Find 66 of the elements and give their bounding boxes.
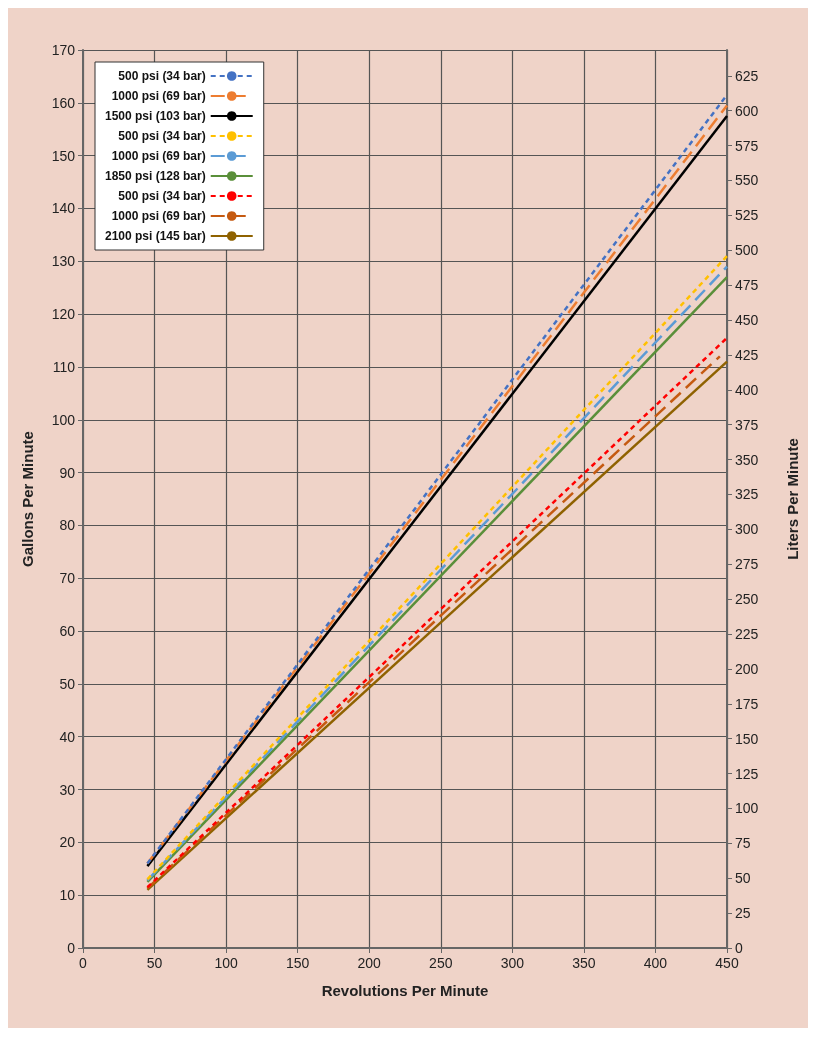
x-tick-label: 100 [214,955,238,971]
y2-tick-label: 625 [735,67,759,84]
legend-label: 1500 psi (103 bar) [104,109,206,123]
y-tick-label: 150 [51,147,76,164]
y2-tick-label: 250 [735,591,759,608]
legend-label: 500 psi (34 bar) [118,69,206,83]
y2-tick-label: 75 [735,835,751,852]
y-tick-label: 80 [59,517,76,534]
y2-tick-label: 300 [735,521,759,538]
x-tick-label: 250 [429,955,453,971]
x-tick-label: 300 [500,955,525,971]
legend-label: 1000 psi (69 bar) [111,149,206,163]
y-tick-label: 60 [59,623,76,640]
x-tick-label: 0 [79,955,88,971]
legend-label: 2100 psi (145 bar) [104,229,206,243]
y2-tick-label: 225 [735,626,759,643]
y2-tick-label: 475 [735,277,759,294]
y-tick-label: 20 [59,834,76,851]
y-tick-label: 50 [59,675,76,692]
y-tick-label: 70 [59,570,76,587]
x-tick-label: 50 [146,955,163,971]
y2-tick-label: 275 [735,556,759,573]
legend-label: 1000 psi (69 bar) [111,209,206,223]
y-tick-label: 130 [51,253,76,270]
y2-tick-label: 400 [735,381,759,398]
y2-tick-label: 200 [735,660,759,677]
y2-tick-label: 450 [735,312,759,329]
y2-tick-label: 100 [735,800,759,817]
x-tick-label: 150 [285,955,310,971]
y2-tick-label: 550 [735,172,759,189]
y-tick-label: 100 [51,411,76,428]
y-tick-label: 10 [59,887,76,904]
legend-label: 500 psi (34 bar) [118,129,206,143]
y2-tick-label: 175 [735,695,759,712]
y2-tick-label: 25 [735,905,751,922]
y-tick-label: 120 [51,306,76,323]
y2-axis-title: Liters Per Minute [784,438,801,560]
y-tick-label: 170 [51,42,76,58]
y-tick-label: 0 [67,940,76,956]
x-tick-label: 350 [572,955,596,971]
y2-tick-label: 150 [735,730,759,747]
y2-tick-label: 350 [735,451,759,468]
x-tick-label: 400 [643,955,668,971]
y2-tick-label: 500 [735,242,759,259]
x-tick-label: 450 [715,955,739,971]
y-tick-label: 90 [59,464,76,481]
y2-tick-label: 325 [735,486,759,503]
legend-label: 1850 psi (128 bar) [104,169,206,183]
y-axis-title: Gallons Per Minute [19,431,36,567]
x-tick-label: 200 [357,955,382,971]
y-tick-label: 110 [52,358,76,375]
y-tick-label: 160 [51,94,76,111]
y-tick-label: 30 [59,781,76,798]
legend-label: 1000 psi (69 bar) [111,89,206,103]
y2-tick-label: 0 [735,940,743,956]
y-tick-label: 40 [59,728,76,745]
y2-tick-label: 525 [735,207,759,224]
y2-tick-label: 375 [735,416,759,433]
y2-tick-label: 600 [735,102,759,119]
legend-label: 500 psi (34 bar) [118,189,206,203]
y2-tick-label: 50 [735,870,751,887]
y2-tick-label: 425 [735,346,759,363]
x-axis-title: Revolutions Per Minute [321,982,489,999]
y2-tick-label: 575 [735,137,759,154]
y-tick-label: 140 [51,200,76,217]
y2-tick-label: 125 [735,765,759,782]
